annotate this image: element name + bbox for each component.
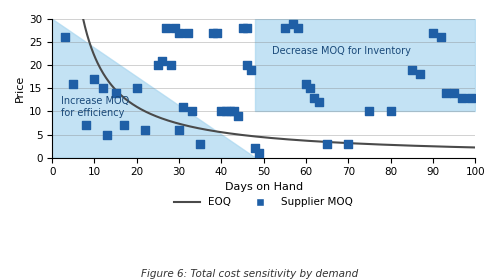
Legend: EOQ, Supplier MOQ: EOQ, Supplier MOQ — [170, 193, 358, 212]
Point — [180, 104, 188, 109]
Point — [213, 31, 221, 35]
Point — [222, 109, 230, 114]
Text: Decrease MOQ for Inventory: Decrease MOQ for Inventory — [272, 46, 411, 56]
Point — [112, 91, 120, 95]
Y-axis label: Price: Price — [15, 75, 25, 102]
Point — [141, 128, 149, 132]
Point — [82, 123, 90, 127]
Point — [344, 141, 352, 146]
Point — [103, 132, 111, 137]
Polygon shape — [52, 19, 255, 158]
Point — [467, 95, 475, 100]
X-axis label: Days on Hand: Days on Hand — [224, 181, 302, 192]
Point — [442, 91, 450, 95]
Point — [175, 128, 183, 132]
Point — [450, 91, 458, 95]
Point — [310, 95, 318, 100]
Point — [429, 31, 437, 35]
Point — [171, 26, 179, 31]
Point — [306, 86, 314, 90]
Point — [90, 77, 98, 81]
Point — [120, 123, 128, 127]
Point — [132, 86, 140, 90]
Point — [209, 31, 217, 35]
Point — [188, 109, 196, 114]
Point — [234, 114, 242, 118]
Point — [458, 95, 466, 100]
Point — [281, 26, 289, 31]
Point — [408, 67, 416, 72]
Point — [251, 146, 259, 151]
Point — [162, 26, 170, 31]
Point — [386, 109, 394, 114]
Point — [158, 58, 166, 63]
Point — [226, 109, 234, 114]
Point — [323, 141, 331, 146]
Point — [256, 151, 264, 155]
Point — [416, 72, 424, 77]
Point — [314, 100, 322, 104]
Point — [302, 81, 310, 86]
Point — [99, 86, 107, 90]
Point — [61, 35, 69, 40]
Point — [366, 109, 374, 114]
Point — [238, 26, 246, 31]
Point — [70, 81, 78, 86]
Text: Increase MOQ
for efficiency: Increase MOQ for efficiency — [60, 96, 129, 118]
Point — [438, 35, 446, 40]
Point — [184, 31, 192, 35]
Text: Figure 6: Total cost sensitivity by demand: Figure 6: Total cost sensitivity by dema… — [142, 269, 358, 279]
Point — [154, 63, 162, 67]
Point — [218, 109, 226, 114]
Point — [230, 109, 238, 114]
Point — [196, 141, 204, 146]
Point — [166, 63, 174, 67]
Point — [242, 26, 250, 31]
Point — [242, 63, 250, 67]
Point — [175, 31, 183, 35]
Point — [247, 67, 255, 72]
Point — [294, 26, 302, 31]
Point — [290, 21, 298, 26]
